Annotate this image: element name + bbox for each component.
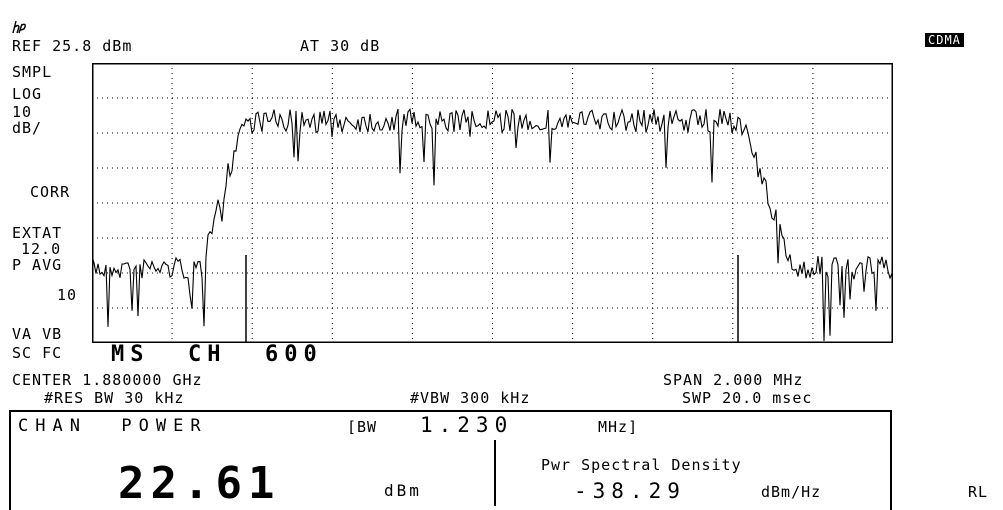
- panel-divider: [494, 440, 496, 506]
- spectral-density-value: -38.29: [574, 479, 686, 503]
- graticule: [92, 63, 893, 343]
- rl-indicator: RL: [968, 483, 989, 501]
- external-attenuation-label: EXTAT: [12, 224, 63, 242]
- channel-power-panel: [9, 410, 892, 510]
- frequency-span: SPAN 2.000 MHz: [663, 371, 804, 389]
- log-scale-label: LOG: [12, 85, 43, 103]
- spectral-density-label: Pwr Spectral Density: [541, 456, 742, 474]
- correction-label: CORR: [30, 183, 71, 201]
- attenuation: AT 30 dB: [300, 37, 381, 55]
- sweep-time: SWP 20.0 msec: [682, 389, 813, 407]
- va-vb-label: VA VB: [12, 325, 63, 343]
- external-attenuation-value: 12.0: [21, 240, 62, 258]
- hp-logo-icon: [12, 20, 26, 34]
- sample-detector-label: SMPL: [12, 63, 53, 81]
- spectral-density-unit: dBm/Hz: [761, 483, 822, 501]
- bandwidth-unit: MHz]: [598, 418, 639, 436]
- spectrum-display: [92, 63, 893, 343]
- power-average-label: P AVG: [12, 256, 63, 274]
- video-bandwidth: #VBW 300 kHz: [410, 389, 531, 407]
- cdma-mode-badge: CDMA: [925, 33, 964, 47]
- bandwidth-value: 1.230: [420, 413, 514, 437]
- channel-label: MS CH 600: [111, 342, 323, 367]
- sc-fc-label: SC FC: [12, 344, 63, 362]
- spectrum-trace: [92, 108, 893, 342]
- channel-power-unit: dBm: [384, 481, 422, 500]
- channel-power-title: CHAN POWER: [18, 416, 208, 436]
- resolution-bandwidth: #RES BW 30 kHz: [44, 389, 185, 407]
- bandwidth-prefix: [BW: [347, 418, 378, 436]
- channel-power-value: 22.61: [118, 458, 281, 509]
- scale-value: 10: [12, 103, 33, 121]
- scale-unit: dB/: [12, 119, 43, 137]
- reference-level: REF 25.8 dBm: [12, 37, 133, 55]
- display-border: [92, 63, 893, 343]
- power-average-value: 10: [57, 286, 78, 304]
- center-frequency: CENTER 1.880000 GHz: [12, 371, 203, 389]
